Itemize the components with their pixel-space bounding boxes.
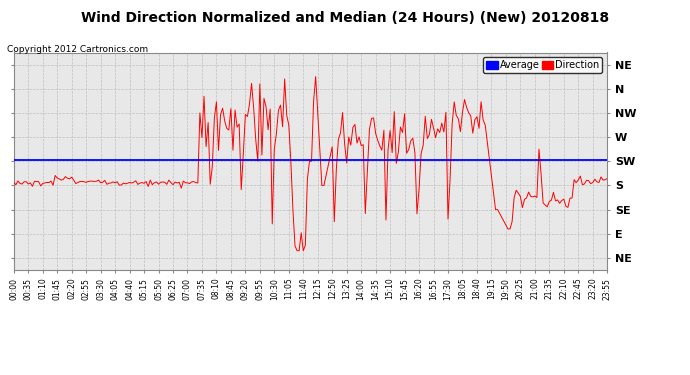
Text: Wind Direction Normalized and Median (24 Hours) (New) 20120818: Wind Direction Normalized and Median (24…	[81, 11, 609, 25]
Text: Copyright 2012 Cartronics.com: Copyright 2012 Cartronics.com	[7, 45, 148, 54]
Legend: Average, Direction: Average, Direction	[483, 57, 602, 73]
